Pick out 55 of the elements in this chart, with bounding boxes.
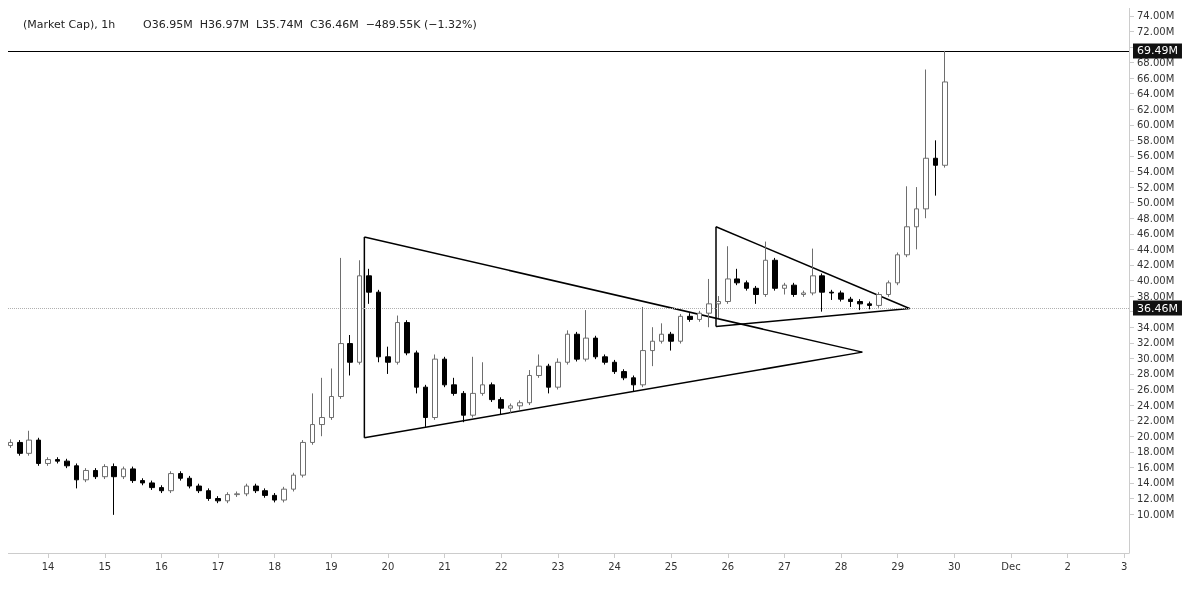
y-tick-label: 54.00M xyxy=(1137,166,1175,177)
y-tick-label: 24.00M xyxy=(1137,399,1175,411)
ref-line-label: 36.46M xyxy=(1137,301,1178,315)
x-tick-label: 3 xyxy=(1121,560,1128,572)
x-tick-label: 17 xyxy=(211,560,225,572)
y-tick-label: 60.00M xyxy=(1137,119,1175,131)
x-tick-label: 30 xyxy=(947,560,961,572)
x-tick-label: 15 xyxy=(98,560,112,572)
x-tick-label: 29 xyxy=(891,560,905,572)
y-tick-label: 64.00M xyxy=(1137,88,1175,100)
x-tick-label: 21 xyxy=(438,560,451,572)
y-tick-label: 14.00M xyxy=(1137,477,1175,489)
y-tick-label: 16.00M xyxy=(1137,461,1175,473)
y-tick-label: 12.00M xyxy=(1137,493,1175,504)
y-tick-label: 42.00M xyxy=(1137,259,1175,271)
x-tick-label: 19 xyxy=(324,560,338,572)
y-tick-label: 26.00M xyxy=(1137,384,1175,395)
y-tick-label: 56.00M xyxy=(1137,150,1175,162)
x-tick-label: 28 xyxy=(834,560,848,572)
x-tick-label: 20 xyxy=(381,560,395,572)
text: (Market Cap), 1h xyxy=(23,18,116,31)
y-tick-label: 30.00M xyxy=(1137,352,1175,364)
y-tick-label: 44.00M xyxy=(1137,243,1175,255)
y-tick-label: 62.00M xyxy=(1137,103,1175,115)
x-tick-label: 18 xyxy=(268,560,282,572)
x-tick-label: 16 xyxy=(155,560,168,572)
x-tick-label: 14 xyxy=(41,560,55,572)
x-tick-label: 24 xyxy=(608,560,621,572)
y-tick-label: 32.00M xyxy=(1137,337,1175,349)
x-tick-label: 22 xyxy=(494,560,508,572)
x-tick-label: 27 xyxy=(778,560,791,572)
y-tick-label: 72.00M xyxy=(1137,25,1175,37)
y-tick-label: 50.00M xyxy=(1137,197,1175,209)
y-tick-label: 52.00M xyxy=(1137,181,1175,193)
y-tick-label: 66.00M xyxy=(1137,72,1175,84)
x-tick-label: Dec xyxy=(1001,560,1021,572)
y-tick-label: 18.00M xyxy=(1137,446,1175,458)
y-tick-label: 10.00M xyxy=(1137,508,1175,520)
y-tick-label: 20.00M xyxy=(1137,430,1175,442)
text: O36.95M H36.97M L35.74M C36.46M −489.55K (−1.32%) xyxy=(143,18,477,31)
x-tick-label: 23 xyxy=(551,560,565,572)
ref-line-label: 69.49M xyxy=(1137,44,1178,58)
y-tick-label: 46.00M xyxy=(1137,228,1175,240)
y-tick-label: 28.00M xyxy=(1137,368,1175,380)
y-tick-label: 22.00M xyxy=(1137,415,1175,427)
y-tick-label: 74.00M xyxy=(1137,10,1175,22)
y-tick-label: 38.00M xyxy=(1137,290,1175,302)
x-tick-label: 26 xyxy=(721,560,735,572)
y-tick-label: 68.00M xyxy=(1137,57,1175,68)
y-tick-label: 48.00M xyxy=(1137,212,1175,224)
y-tick-label: 58.00M xyxy=(1137,134,1175,146)
x-tick-label: 25 xyxy=(664,560,678,572)
x-tick-label: 2 xyxy=(1064,560,1071,572)
y-tick-label: 40.00M xyxy=(1137,275,1175,286)
y-tick-label: 34.00M xyxy=(1137,321,1175,333)
